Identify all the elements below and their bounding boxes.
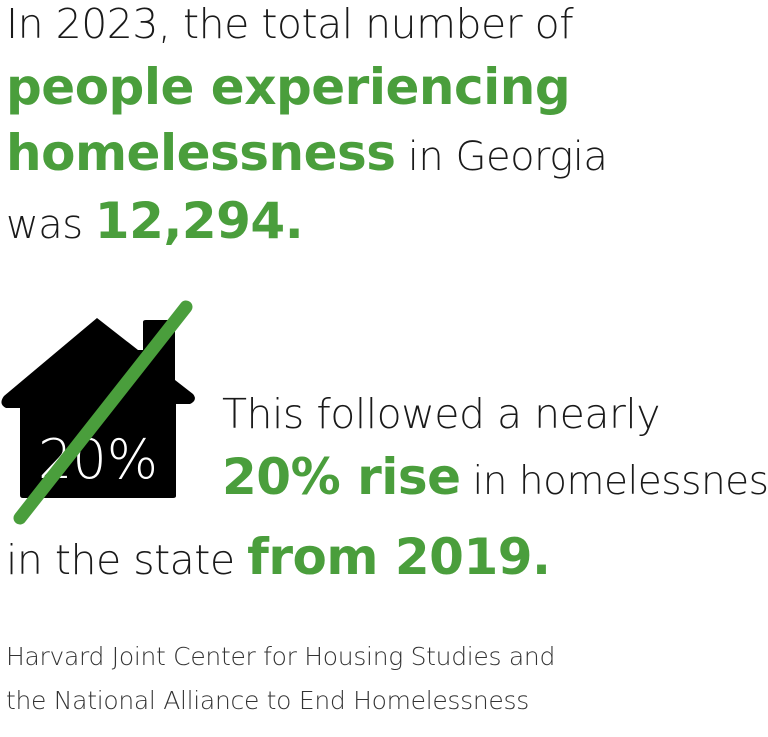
source-line-1: Harvard Joint Center for Housing Studies… (6, 642, 556, 671)
house-icon: 20% (1, 300, 195, 525)
rise-slash-line (13, 300, 193, 525)
rise-line-2: 20% rise in homelessness (222, 448, 768, 506)
headline-highlight-1: people experiencing (6, 58, 571, 116)
rise-year: from 2019. (247, 528, 551, 586)
rise-rest: in homelessness (460, 459, 768, 504)
rise-prefix: in the state (6, 536, 248, 584)
headline-line-1: In 2023, the total number of (6, 0, 574, 48)
headline-highlight-2: homelessness (6, 124, 396, 182)
rise-highlight: 20% rise (222, 448, 461, 506)
headline-line-4: was 12,294. (6, 192, 304, 250)
rise-line-3: in the state from 2019. (6, 528, 551, 586)
rise-line-1: This followed a nearly (222, 390, 661, 438)
headline-rest: in Georgia (395, 134, 608, 180)
headline-line-3: homelessness in Georgia (6, 124, 608, 182)
total-count: 12,294. (94, 192, 304, 250)
headline-prefix: was (6, 202, 95, 248)
source-line-2: the National Alliance to End Homelessnes… (6, 686, 529, 715)
